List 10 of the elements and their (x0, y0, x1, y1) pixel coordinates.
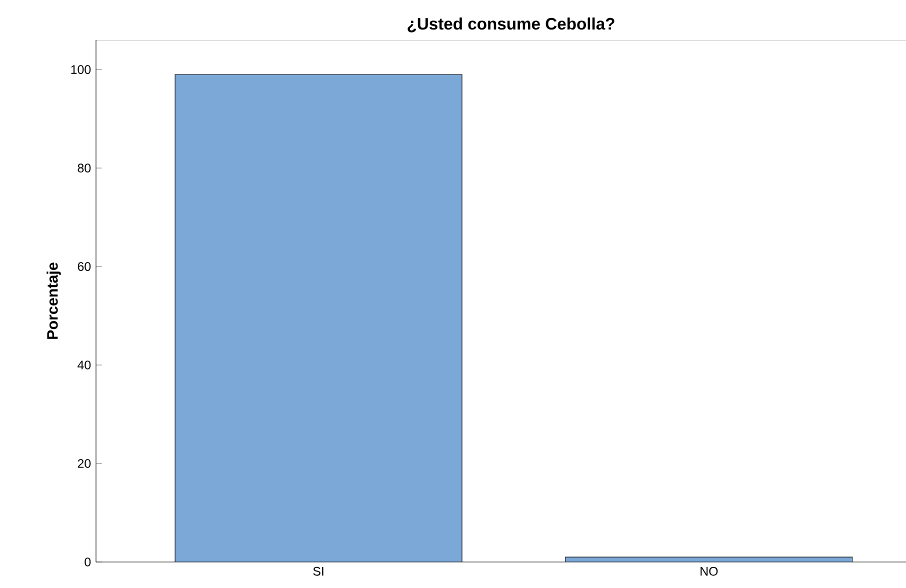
y-tick-label: 100 (71, 65, 91, 74)
y-tick-label: 80 (78, 164, 91, 172)
y-tick-label: 20 (78, 459, 91, 468)
y-tick-label: 40 (78, 360, 91, 370)
y-tick-label: 0 (84, 558, 91, 566)
x-tick-label: SI (313, 566, 324, 576)
chart-title: ¿Usted consume Cebolla? (408, 17, 614, 32)
y-axis-title: Porcentaje (46, 262, 61, 339)
y-tick-label: 60 (78, 262, 91, 271)
x-tick-label: NO (700, 566, 718, 576)
